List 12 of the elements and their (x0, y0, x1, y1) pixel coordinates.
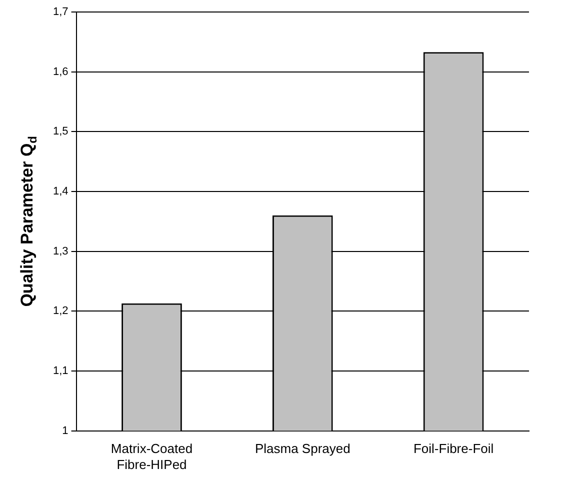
y-tick-label: 1 (62, 424, 68, 437)
y-tick-label: 1,7 (52, 6, 68, 18)
y-tick-label: 1,2 (52, 305, 68, 318)
x-tick-label: Foil-Fibre-Foil (413, 441, 494, 456)
x-tick-label: Matrix-Coated Fibre-HIPed (110, 441, 193, 472)
y-tick-label: 1,6 (52, 66, 68, 78)
y-axis-title: Quality Parameter Qd (18, 136, 40, 307)
x-tick-label: Plasma Sprayed (254, 441, 350, 456)
y-tick-label: 1,4 (52, 186, 68, 198)
y-tick-label: 1,1 (52, 365, 68, 378)
y-tick-label: 1,5 (52, 126, 68, 138)
y-tick-label: 1,3 (52, 245, 68, 258)
